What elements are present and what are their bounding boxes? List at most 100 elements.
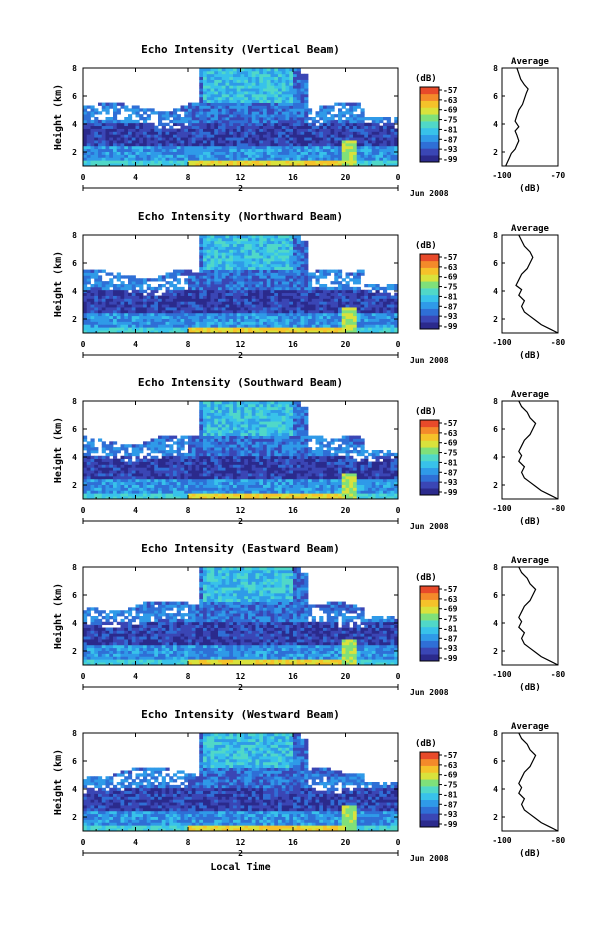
heatmap-cell (263, 281, 268, 285)
heatmap-cell (191, 307, 196, 311)
heatmap-cell (169, 475, 174, 480)
heatmap-cell (278, 298, 283, 302)
heatmap-cell (90, 292, 95, 296)
heatmap-cell (289, 105, 294, 109)
heatmap-cell (251, 252, 256, 256)
heatmap-cell (109, 289, 114, 294)
heatmap-cell (150, 496, 155, 500)
heatmap-cell (341, 137, 346, 141)
heatmap-cell (281, 304, 286, 308)
heatmap-cell (229, 88, 234, 92)
heatmap-cell (180, 289, 185, 294)
heatmap-cell (338, 286, 343, 291)
heatmap-cell (341, 125, 346, 129)
heatmap-cell (143, 163, 148, 167)
heatmap-cell (300, 292, 305, 296)
heatmap-cell (300, 163, 305, 167)
heatmap-cell (263, 275, 268, 279)
heatmap-cell (94, 450, 99, 454)
heatmap-cell (146, 117, 151, 121)
heatmap-cell (188, 278, 193, 282)
heatmap-cell (236, 93, 241, 98)
heatmap-cell (206, 418, 211, 422)
heatmap-cell (334, 292, 339, 296)
heatmap-cell (293, 102, 298, 106)
heatmap-cell (304, 154, 309, 158)
heatmap-cell (236, 237, 241, 242)
heatmap-cell (341, 148, 346, 152)
heatmap-cell (176, 438, 181, 442)
heatmap-cell (394, 298, 399, 302)
heatmap-cell (289, 301, 294, 305)
heatmap-cell (278, 252, 283, 256)
heatmap-cell (308, 292, 313, 296)
heatmap-cell (195, 441, 200, 445)
heatmap-cell (225, 145, 230, 150)
heatmap-cell (263, 258, 268, 262)
heatmap-cell (188, 307, 193, 311)
heatmap-cell (293, 272, 298, 276)
heatmap-cell (293, 307, 298, 311)
heatmap-cell (386, 295, 391, 299)
heatmap-cell (255, 70, 260, 75)
heatmap-cell (128, 318, 133, 322)
heatmap-cell (300, 88, 305, 92)
heatmap-cell (176, 154, 181, 158)
heatmap-cell (311, 131, 316, 135)
heatmap-cell (364, 142, 369, 147)
heatmap-cell (90, 467, 95, 471)
heatmap-cell (263, 68, 268, 72)
heatmap-cell (210, 484, 215, 488)
heatmap-cell (236, 111, 241, 115)
heatmap-cell (244, 128, 249, 132)
heatmap-cell (116, 487, 121, 491)
heatmap-cell (101, 301, 106, 305)
heatmap-cell (199, 473, 204, 477)
heatmap-cell (150, 151, 155, 155)
heatmap-cell (278, 295, 283, 299)
heatmap-cell (113, 134, 118, 138)
heatmap-cell (266, 246, 271, 250)
heatmap-cell (270, 91, 275, 95)
heatmap-cell (353, 122, 358, 127)
heatmap-cell (293, 99, 298, 103)
heatmap-cell (105, 117, 110, 121)
heatmap-cell (244, 266, 249, 270)
heatmap-cell (135, 105, 140, 109)
heatmap-cell (199, 418, 204, 422)
heatmap-cell (233, 102, 238, 106)
heatmap-cell (240, 298, 245, 302)
heatmap-cell (135, 289, 140, 294)
heatmap-cell (375, 148, 380, 152)
heatmap-cell (289, 82, 294, 86)
heatmap-cell (371, 140, 376, 144)
heatmap-cell (124, 470, 129, 474)
heatmap-cell (338, 157, 343, 161)
heatmap-cell (124, 478, 129, 483)
heatmap-cell (225, 312, 230, 317)
heatmap-cell (94, 154, 99, 158)
heatmap-cell (236, 85, 241, 89)
heatmap-cell (326, 304, 331, 308)
heatmap-cell (221, 281, 226, 285)
heatmap-cell (184, 301, 189, 305)
heatmap-cell (255, 76, 260, 80)
heatmap-cell (390, 327, 395, 331)
heatmap-cell (83, 461, 88, 465)
heatmap-cell (150, 140, 155, 144)
heatmap-cell (199, 142, 204, 147)
heatmap-cell (143, 278, 148, 282)
heatmap-cell (206, 102, 211, 106)
heatmap-cell (285, 281, 290, 285)
heatmap-cell (266, 281, 271, 285)
heatmap-cell (274, 154, 279, 158)
heatmap-cell (146, 444, 151, 448)
heatmap-cell (214, 478, 219, 483)
heatmap-cell (360, 140, 365, 144)
heatmap-cell (341, 304, 346, 308)
heatmap-cell (248, 252, 253, 256)
heatmap-cell (150, 304, 155, 308)
heatmap-cell (146, 151, 151, 155)
heatmap-cell (341, 142, 346, 147)
heatmap-cell (263, 128, 268, 132)
